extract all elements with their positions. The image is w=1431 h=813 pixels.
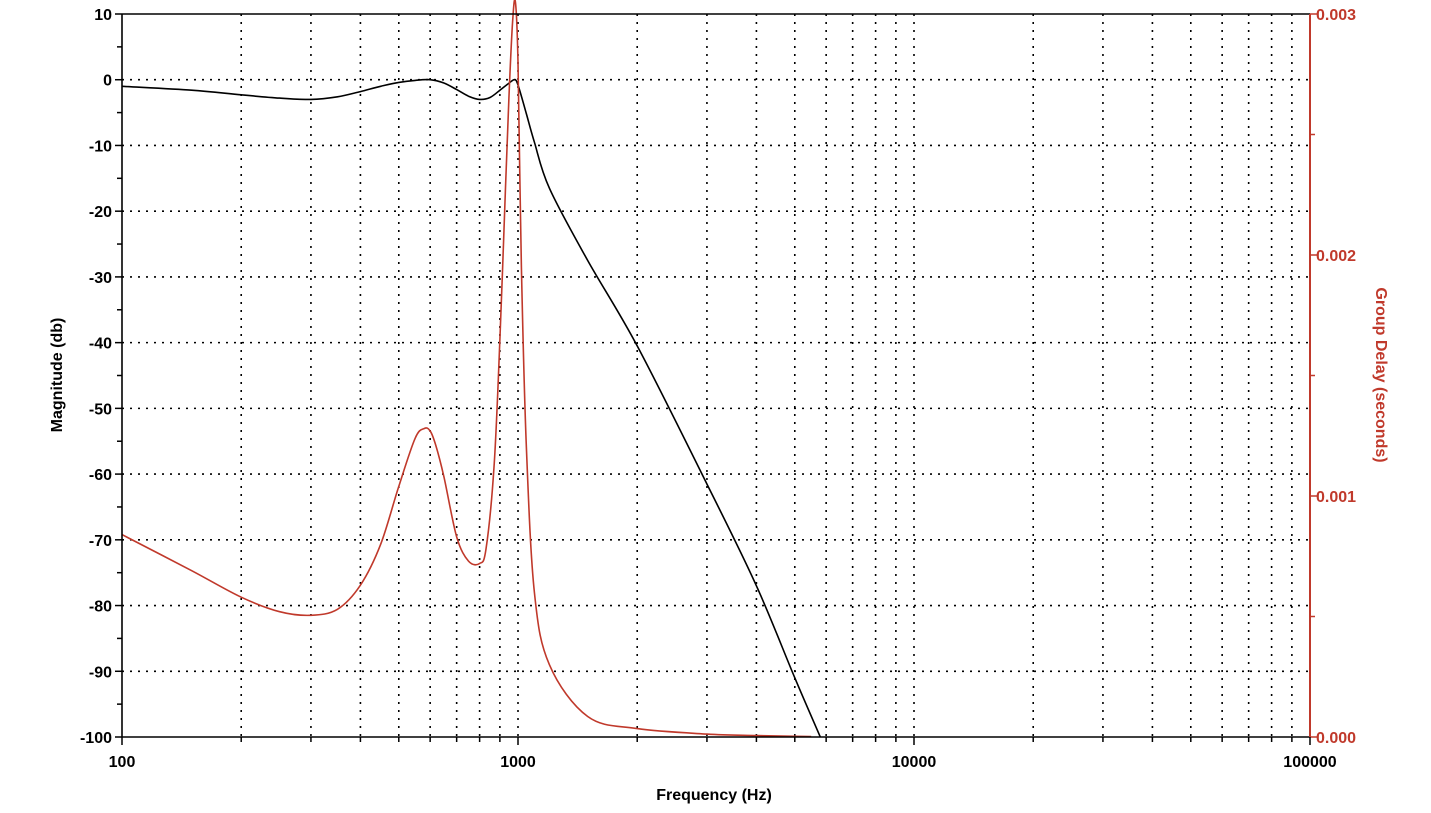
tick-marks [115, 13, 1317, 745]
y-tick-label: -30 [89, 270, 112, 287]
y-tick-label: -20 [89, 204, 112, 221]
y-tick-label: -80 [89, 599, 112, 616]
x-tick-label: 10000 [892, 754, 937, 771]
grid-lines [122, 14, 1310, 737]
y-axis-title: Magnitude (db) [49, 318, 66, 433]
y-tick-label: -100 [80, 730, 112, 747]
y-tick-label: -50 [89, 401, 112, 418]
x-tick-label: 100 [109, 754, 136, 771]
y-tick-label: -70 [89, 533, 112, 550]
y2-tick-label: 0.002 [1316, 248, 1356, 265]
x-tick-label: 1000 [500, 754, 536, 771]
y-tick-label: 10 [94, 7, 112, 24]
y2-axis-title: Group Delay (seconds) [1372, 287, 1389, 462]
x-tick-label: 100000 [1283, 754, 1336, 771]
y-tick-label: -90 [89, 664, 112, 681]
y2-tick-label: 0.001 [1316, 489, 1356, 506]
plot-area [121, 0, 822, 738]
tick-labels: 100-10-20-30-40-50-60-70-80-90-1000.0030… [80, 7, 1356, 771]
y2-tick-label: 0.003 [1316, 7, 1356, 24]
plot-frame [121, 13, 1311, 738]
y-tick-label: -10 [89, 138, 112, 155]
y-tick-label: -40 [89, 336, 112, 353]
y-tick-label: -60 [89, 467, 112, 484]
y-tick-label: 0 [103, 73, 112, 90]
group-delay-series-line [121, 0, 812, 738]
x-axis-title: Frequency (Hz) [656, 787, 772, 804]
y2-tick-label: 0.000 [1316, 730, 1356, 747]
magnitude-series-line [121, 78, 822, 738]
